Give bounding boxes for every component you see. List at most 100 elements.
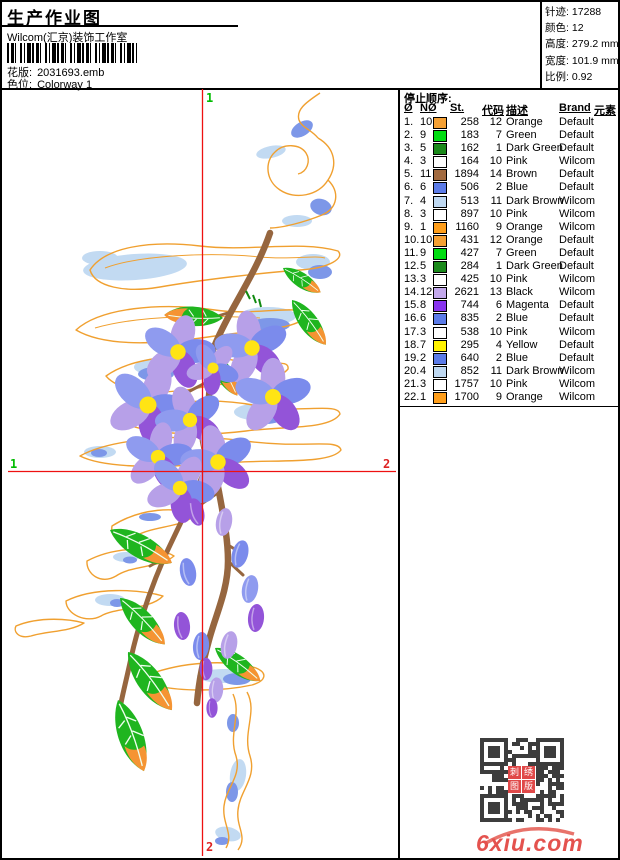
stat-scale: 比例: 0.92 xyxy=(545,70,593,83)
needle-number-cell: 5 xyxy=(420,260,427,273)
description-cell: Orange xyxy=(506,233,543,246)
stamp-char: 刺 xyxy=(508,766,521,779)
crosshair-right-marker: 2 xyxy=(383,457,390,471)
color-swatch xyxy=(433,313,447,326)
description-cell: Pink xyxy=(506,325,528,338)
description-cell: Dark Brown xyxy=(506,364,564,377)
seq-cell: 20. xyxy=(404,364,420,377)
table-row: 2. 9 183 7 Green Default xyxy=(400,129,620,143)
stitch-count-cell: 425 xyxy=(460,273,479,286)
code-cell: 10 xyxy=(489,377,502,390)
description-cell: Orange xyxy=(506,390,543,403)
seq-cell: 15. xyxy=(404,299,420,312)
color-swatch xyxy=(433,182,447,195)
pattern-value: 2031693.emb xyxy=(37,67,105,79)
stitch-count-cell: 744 xyxy=(460,299,479,312)
table-row: 7. 4 513 11 Dark Brown Wilcom xyxy=(400,195,620,208)
code-cell: 2 xyxy=(495,312,502,325)
table-row: 10. 10 431 12 Orange Default xyxy=(400,234,620,247)
table-divider xyxy=(400,406,620,407)
needle-number-cell: 8 xyxy=(420,299,427,312)
color-swatch xyxy=(433,169,447,182)
seq-cell: 21. xyxy=(404,377,420,390)
stitch-count-cell: 258 xyxy=(460,116,479,128)
col-header-code: 代码 xyxy=(482,105,504,117)
table-row: 22. 1 1700 9 Orange Wilcom xyxy=(400,391,620,404)
seq-cell: 10. xyxy=(404,233,420,246)
col-header-needle: NØ xyxy=(420,102,437,114)
brand-cell: Default xyxy=(559,129,594,142)
logo-swoosh xyxy=(485,826,575,845)
stat-stitches: 针迹: 17288 xyxy=(545,6,602,18)
color-swatch xyxy=(433,365,447,378)
seq-cell: 13. xyxy=(404,273,420,286)
needle-number-cell: 3 xyxy=(420,207,427,220)
seq-cell: 1. xyxy=(404,116,414,128)
crosshair: 1 1 2 2 xyxy=(8,89,396,856)
pattern-label: 花版: xyxy=(7,67,33,79)
code-cell: 9 xyxy=(495,220,502,233)
stitch-count-cell: 1700 xyxy=(454,390,479,403)
table-row: 12. 5 284 1 Dark Green Default xyxy=(400,260,620,274)
needle-number-cell: 12 xyxy=(420,286,433,299)
table-row: 21. 3 1757 10 Pink Wilcom xyxy=(400,378,620,391)
table-row: 20. 4 852 11 Dark Brown Wilcom xyxy=(400,365,620,378)
needle-number-cell: 7 xyxy=(420,338,427,351)
stop-sequence-title: 停止顺序: xyxy=(404,93,452,105)
code-cell: 2 xyxy=(495,351,502,364)
description-cell: Orange xyxy=(506,220,543,233)
code-cell: 6 xyxy=(495,299,502,312)
brand-cell: Default xyxy=(559,338,594,351)
needle-number-cell: 3 xyxy=(420,377,427,390)
brand-cell: Wilcom xyxy=(559,325,596,338)
stitch-count-cell: 162 xyxy=(460,142,479,155)
col-header-seq: Ø xyxy=(404,102,413,114)
brand-cell: Wilcom xyxy=(559,155,596,168)
needle-number-cell: 9 xyxy=(420,246,427,259)
brand-cell: Wilcom xyxy=(559,273,596,286)
brand-cell: Wilcom xyxy=(559,364,596,377)
description-cell: Dark Green xyxy=(506,260,563,273)
stitch-count-cell: 2621 xyxy=(454,286,479,299)
description-cell: Black xyxy=(506,286,533,299)
seq-cell: 5. xyxy=(404,168,414,181)
seq-cell: 2. xyxy=(404,129,414,142)
code-cell: 9 xyxy=(495,390,502,403)
stitch-count-cell: 506 xyxy=(460,181,479,194)
page-title: 生产作业图 xyxy=(7,9,102,28)
seq-cell: 12. xyxy=(404,260,420,273)
table-row: 9. 1 1160 9 Orange Wilcom xyxy=(400,221,620,234)
stitch-count-cell: 284 xyxy=(460,260,479,273)
code-cell: 14 xyxy=(489,168,502,181)
stitch-count-cell: 538 xyxy=(460,325,479,338)
color-swatch xyxy=(433,339,447,352)
description-cell: Green xyxy=(506,129,537,142)
code-cell: 11 xyxy=(490,364,502,377)
col-header-stitches: St. xyxy=(450,102,465,114)
stitch-count-cell: 835 xyxy=(460,312,479,325)
description-cell: Orange xyxy=(506,116,543,128)
stats-panel: 针迹: 17288 颜色: 12 高度: 279.2 mm 宽度: 101.9 mm 比… xyxy=(540,2,620,90)
col-header-desc: 描述 xyxy=(506,105,528,117)
seq-cell: 11. xyxy=(404,246,419,259)
code-cell: 4 xyxy=(495,338,502,351)
table-row: 17. 3 538 10 Pink Wilcom xyxy=(400,326,620,339)
barcode xyxy=(7,43,137,63)
colorway-line: 色位: Colorway 1 xyxy=(7,76,92,92)
description-cell: Dark Brown xyxy=(506,194,564,207)
stitch-count-cell: 431 xyxy=(460,233,479,246)
brand-cell: Default xyxy=(559,246,594,259)
description-cell: Blue xyxy=(506,312,529,325)
stitch-count-cell: 295 xyxy=(460,338,479,351)
brand-cell: Default xyxy=(559,168,594,181)
color-swatch xyxy=(433,300,447,313)
col-header-element: 元素 xyxy=(594,105,616,117)
code-cell: 1 xyxy=(495,142,502,155)
code-cell: 13 xyxy=(489,286,502,299)
stitch-count-cell: 852 xyxy=(460,364,479,377)
table-row: 19. 2 640 2 Blue Default xyxy=(400,352,620,365)
needle-number-cell: 1 xyxy=(420,220,427,233)
code-cell: 10 xyxy=(489,207,502,220)
needle-number-cell: 4 xyxy=(420,364,427,377)
studio-name: Wilcom(汇京)装饰工作室 xyxy=(7,32,128,44)
